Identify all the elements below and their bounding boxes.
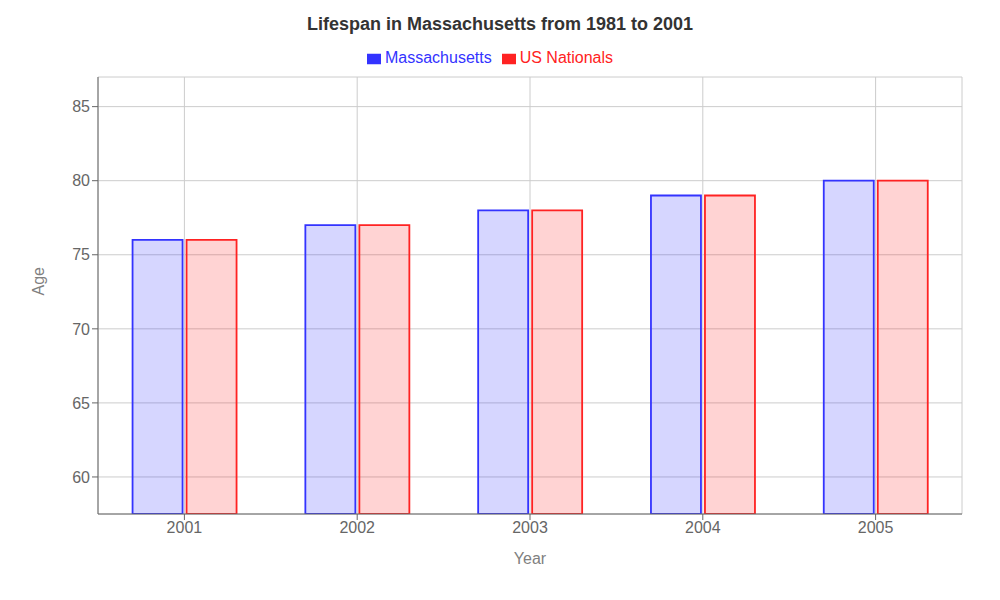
svg-text:80: 80 [72,172,90,189]
svg-text:2004: 2004 [685,519,721,536]
svg-text:85: 85 [72,98,90,115]
svg-text:2003: 2003 [512,519,548,536]
html-text:Massachusetts: Massachusetts [385,49,492,66]
svg-text:Year: Year [514,550,547,567]
svg-text:75: 75 [72,246,90,263]
svg-text:2001: 2001 [167,519,203,536]
svg-text:65: 65 [72,395,90,412]
svg-text:70: 70 [72,321,90,338]
html-text:Lifespan in Massachusetts from: Lifespan in Massachusetts from 1981 to 2… [306,14,694,34]
svg-text:60: 60 [72,469,90,486]
svg-text:2002: 2002 [339,519,375,536]
html-text:US Nationals: US Nationals [519,49,613,66]
svg-text:2005: 2005 [858,519,894,536]
svg-text:Age: Age [30,267,47,296]
